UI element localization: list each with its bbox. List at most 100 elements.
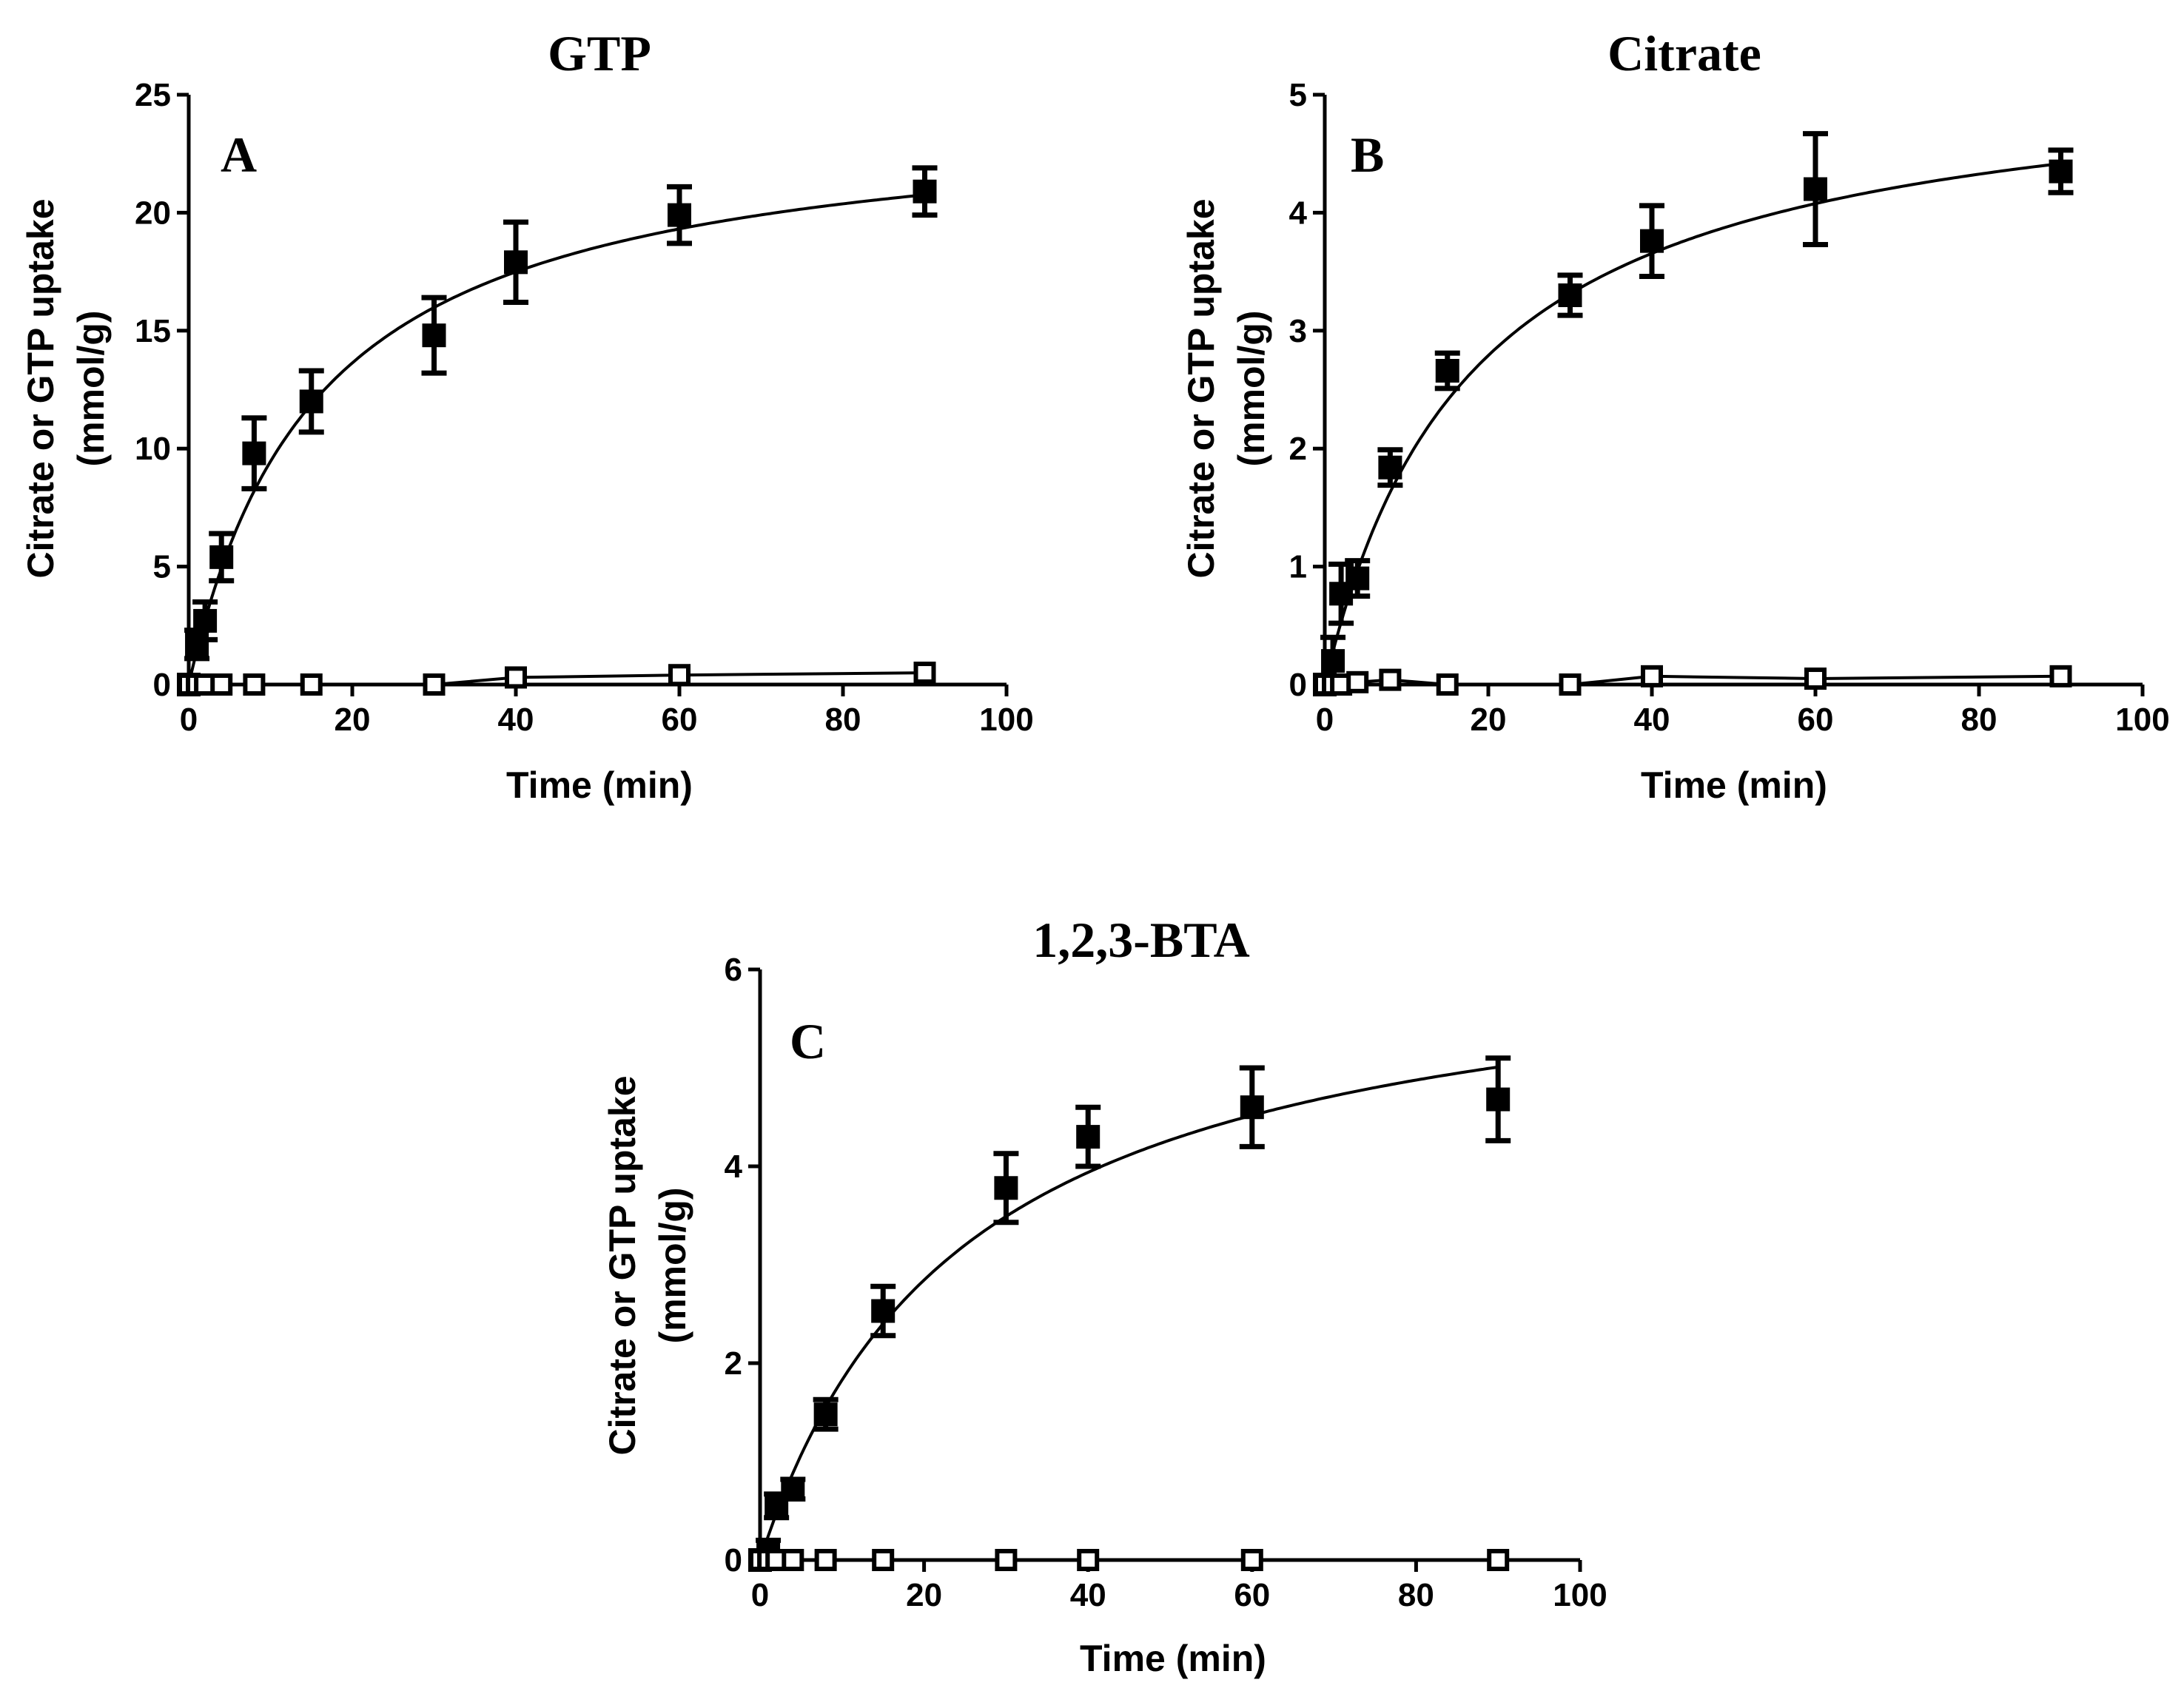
data-point-filled	[1345, 566, 1370, 591]
fit-curve-filled	[1323, 162, 2061, 685]
y-tick-label: 15	[135, 313, 171, 349]
data-point-open	[1559, 673, 1582, 696]
data-point-filled	[504, 250, 528, 275]
data-point-filled	[1378, 455, 1402, 480]
data-point-filled	[994, 1176, 1018, 1200]
data-point-open	[782, 1549, 804, 1571]
data-point-filled	[1076, 1125, 1101, 1149]
data-point-open	[1487, 1549, 1510, 1571]
data-point-open	[1804, 668, 1827, 690]
x-tick-label: 40	[1070, 1577, 1106, 1613]
data-point-filled	[193, 608, 218, 633]
data-point-filled	[913, 179, 937, 204]
y-tick-label: 25	[135, 77, 171, 113]
x-tick-label: 100	[1553, 1577, 1607, 1613]
data-point-filled	[209, 545, 234, 569]
x-tick-label: 0	[751, 1577, 769, 1613]
x-tick-label: 0	[1316, 702, 1334, 738]
y-axis-label-line2: (mmol/g)	[652, 1187, 693, 1343]
x-axis-label: Time (min)	[506, 764, 693, 806]
y-tick-label: 4	[1289, 195, 1308, 231]
x-tick-label: 40	[498, 702, 534, 738]
x-tick-label: 60	[662, 702, 698, 738]
data-point-filled	[668, 203, 691, 227]
data-point-filled	[1435, 358, 1459, 383]
data-point-open	[1436, 673, 1459, 696]
data-point-filled	[1804, 177, 1827, 201]
data-point-open	[668, 664, 691, 687]
x-tick-label: 20	[906, 1577, 942, 1613]
y-tick-label: 0	[1289, 667, 1307, 703]
chart-panel-c: 1,2,3-BTA C Time (min) Citrate or GTP up…	[602, 912, 1607, 1679]
data-point-filled	[813, 1402, 838, 1427]
data-point-open	[814, 1549, 837, 1571]
data-point-open	[913, 662, 936, 685]
x-tick-label: 80	[825, 702, 861, 738]
data-point-open	[300, 673, 323, 696]
chart-panel-b: Citrate B Time (min) Citrate or GTP upta…	[1180, 25, 2170, 806]
data-point-open	[1077, 1549, 1100, 1571]
y-axis-label-line2: (mmol/g)	[70, 310, 112, 466]
y-tick-label: 4	[725, 1149, 743, 1185]
x-tick-label: 60	[1798, 702, 1834, 738]
fit-curve-filled	[187, 193, 925, 685]
x-tick-label: 80	[1961, 702, 1997, 738]
chart-title: GTP	[548, 25, 651, 81]
x-axis-label: Time (min)	[1641, 764, 1827, 806]
data-point-filled	[871, 1299, 896, 1323]
y-tick-label: 5	[153, 549, 171, 585]
data-point-open	[1346, 670, 1369, 693]
data-point-open	[210, 673, 233, 696]
data-point-filled	[1321, 649, 1345, 673]
chart-title: 1,2,3-BTA	[1032, 912, 1249, 968]
y-axis-label-line1: Citrate or GTP uptake	[602, 1075, 643, 1455]
y-axis-label-line1: Citrate or GTP uptake	[1180, 198, 1222, 578]
data-point-open	[2049, 665, 2072, 688]
y-tick-label: 1	[1289, 549, 1307, 585]
data-point-filled	[1558, 283, 1582, 307]
data-point-filled	[299, 389, 323, 414]
data-point-open	[1641, 665, 1663, 688]
data-point-filled	[765, 1493, 789, 1518]
data-point-open	[505, 666, 527, 689]
x-tick-label: 40	[1634, 702, 1670, 738]
y-tick-label: 0	[153, 667, 171, 703]
data-point-filled	[422, 323, 446, 348]
y-axis-label-line1: Citrate or GTP uptake	[20, 198, 61, 578]
x-tick-label: 20	[1471, 702, 1507, 738]
x-tick-label: 100	[979, 702, 1033, 738]
y-tick-label: 0	[725, 1542, 742, 1579]
chart-title: Citrate	[1607, 25, 1761, 81]
y-tick-label: 10	[135, 431, 171, 467]
fit-curve-filled	[759, 1065, 1499, 1561]
data-point-filled	[2049, 159, 2073, 184]
data-point-open	[423, 673, 446, 696]
y-tick-label: 6	[725, 952, 742, 988]
x-tick-label: 20	[335, 702, 371, 738]
y-tick-label: 3	[1289, 313, 1307, 349]
data-point-filled	[781, 1477, 805, 1502]
x-tick-label: 80	[1398, 1577, 1434, 1613]
data-point-filled	[1486, 1087, 1511, 1112]
x-tick-label: 60	[1234, 1577, 1270, 1613]
data-point-open	[243, 673, 266, 696]
y-tick-label: 20	[135, 195, 171, 231]
data-point-open	[1240, 1549, 1263, 1571]
chart-panel-a: GTP A Time (min) Citrate or GTP uptake (…	[20, 25, 1034, 806]
y-tick-label: 5	[1289, 77, 1307, 113]
data-point-filled	[1640, 229, 1664, 253]
x-tick-label: 0	[180, 702, 198, 738]
panel-letter: B	[1351, 127, 1384, 183]
data-point-filled	[1240, 1095, 1264, 1120]
y-axis-label-line2: (mmol/g)	[1231, 310, 1272, 466]
x-axis-label: Time (min)	[1080, 1638, 1266, 1679]
y-tick-label: 2	[725, 1345, 742, 1382]
data-point-open	[1379, 668, 1402, 691]
x-tick-label: 100	[2115, 702, 2169, 738]
data-point-open	[995, 1549, 1018, 1571]
panel-letter: A	[221, 127, 257, 183]
data-point-open	[872, 1549, 895, 1571]
panel-letter: C	[790, 1013, 826, 1069]
y-tick-label: 2	[1289, 431, 1307, 467]
